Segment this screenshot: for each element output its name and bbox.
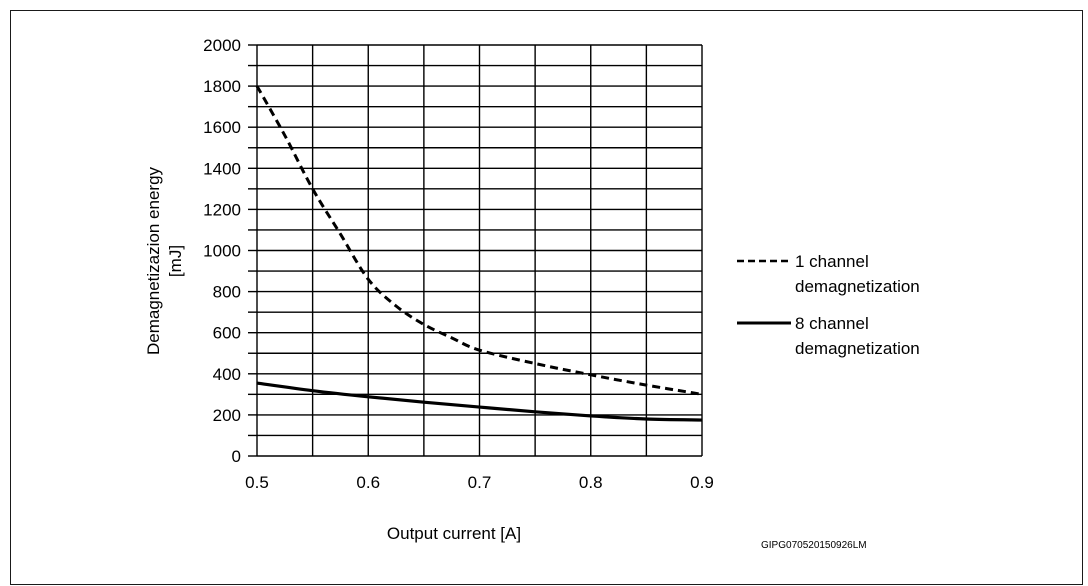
x-tick-label: 0.9	[690, 473, 714, 492]
x-tick-label: 0.7	[468, 473, 492, 492]
y-tick-label: 600	[213, 324, 241, 343]
legend: 1 channel demagnetization 8 channel dema…	[737, 252, 920, 358]
x-tick-label: 0.6	[356, 473, 380, 492]
legend-label-1-channel-line2: demagnetization	[795, 277, 920, 296]
legend-label-8-channel-line1: 8 channel	[795, 314, 869, 333]
y-tick-label: 800	[213, 283, 241, 302]
y-tick-label: 200	[213, 406, 241, 425]
series-lines	[255, 85, 703, 422]
figure-frame: 0 200 400 600 800 1000 1200 1400 1600 1800 2000 0.…	[10, 10, 1083, 585]
x-tick-label: 0.8	[579, 473, 603, 492]
y-tick-label: 2000	[203, 36, 241, 55]
y-tick-label: 400	[213, 365, 241, 384]
y-tick-labels: 0 200 400 600 800 1000 1200 1400 1600 1800 2000	[203, 36, 241, 466]
y-tick-label: 1000	[203, 242, 241, 261]
chart: 0 200 400 600 800 1000 1200 1400 1600 1800 2000 0.…	[144, 36, 920, 551]
y-tick-label: 1400	[203, 159, 241, 178]
y-axis-unit: [mJ]	[166, 245, 185, 277]
y-tick-label: 1600	[203, 118, 241, 137]
figure-code: GIPG070520150926LM	[761, 540, 867, 551]
x-tick-labels: 0.5 0.6 0.7 0.8 0.9	[245, 473, 714, 492]
y-tick-label: 1800	[203, 77, 241, 96]
y-tick-label: 1200	[203, 200, 241, 219]
series-line-1-channel	[255, 85, 703, 396]
series-line-8-channel	[256, 381, 703, 422]
grid	[248, 44, 703, 457]
x-axis-title: Output current [A]	[387, 524, 521, 543]
legend-label-8-channel-line2: demagnetization	[795, 339, 920, 358]
x-tick-label: 0.5	[245, 473, 269, 492]
y-axis-title: Demagnetizazion energy	[144, 166, 163, 355]
legend-label-1-channel-line1: 1 channel	[795, 252, 869, 271]
y-tick-label: 0	[232, 447, 241, 466]
